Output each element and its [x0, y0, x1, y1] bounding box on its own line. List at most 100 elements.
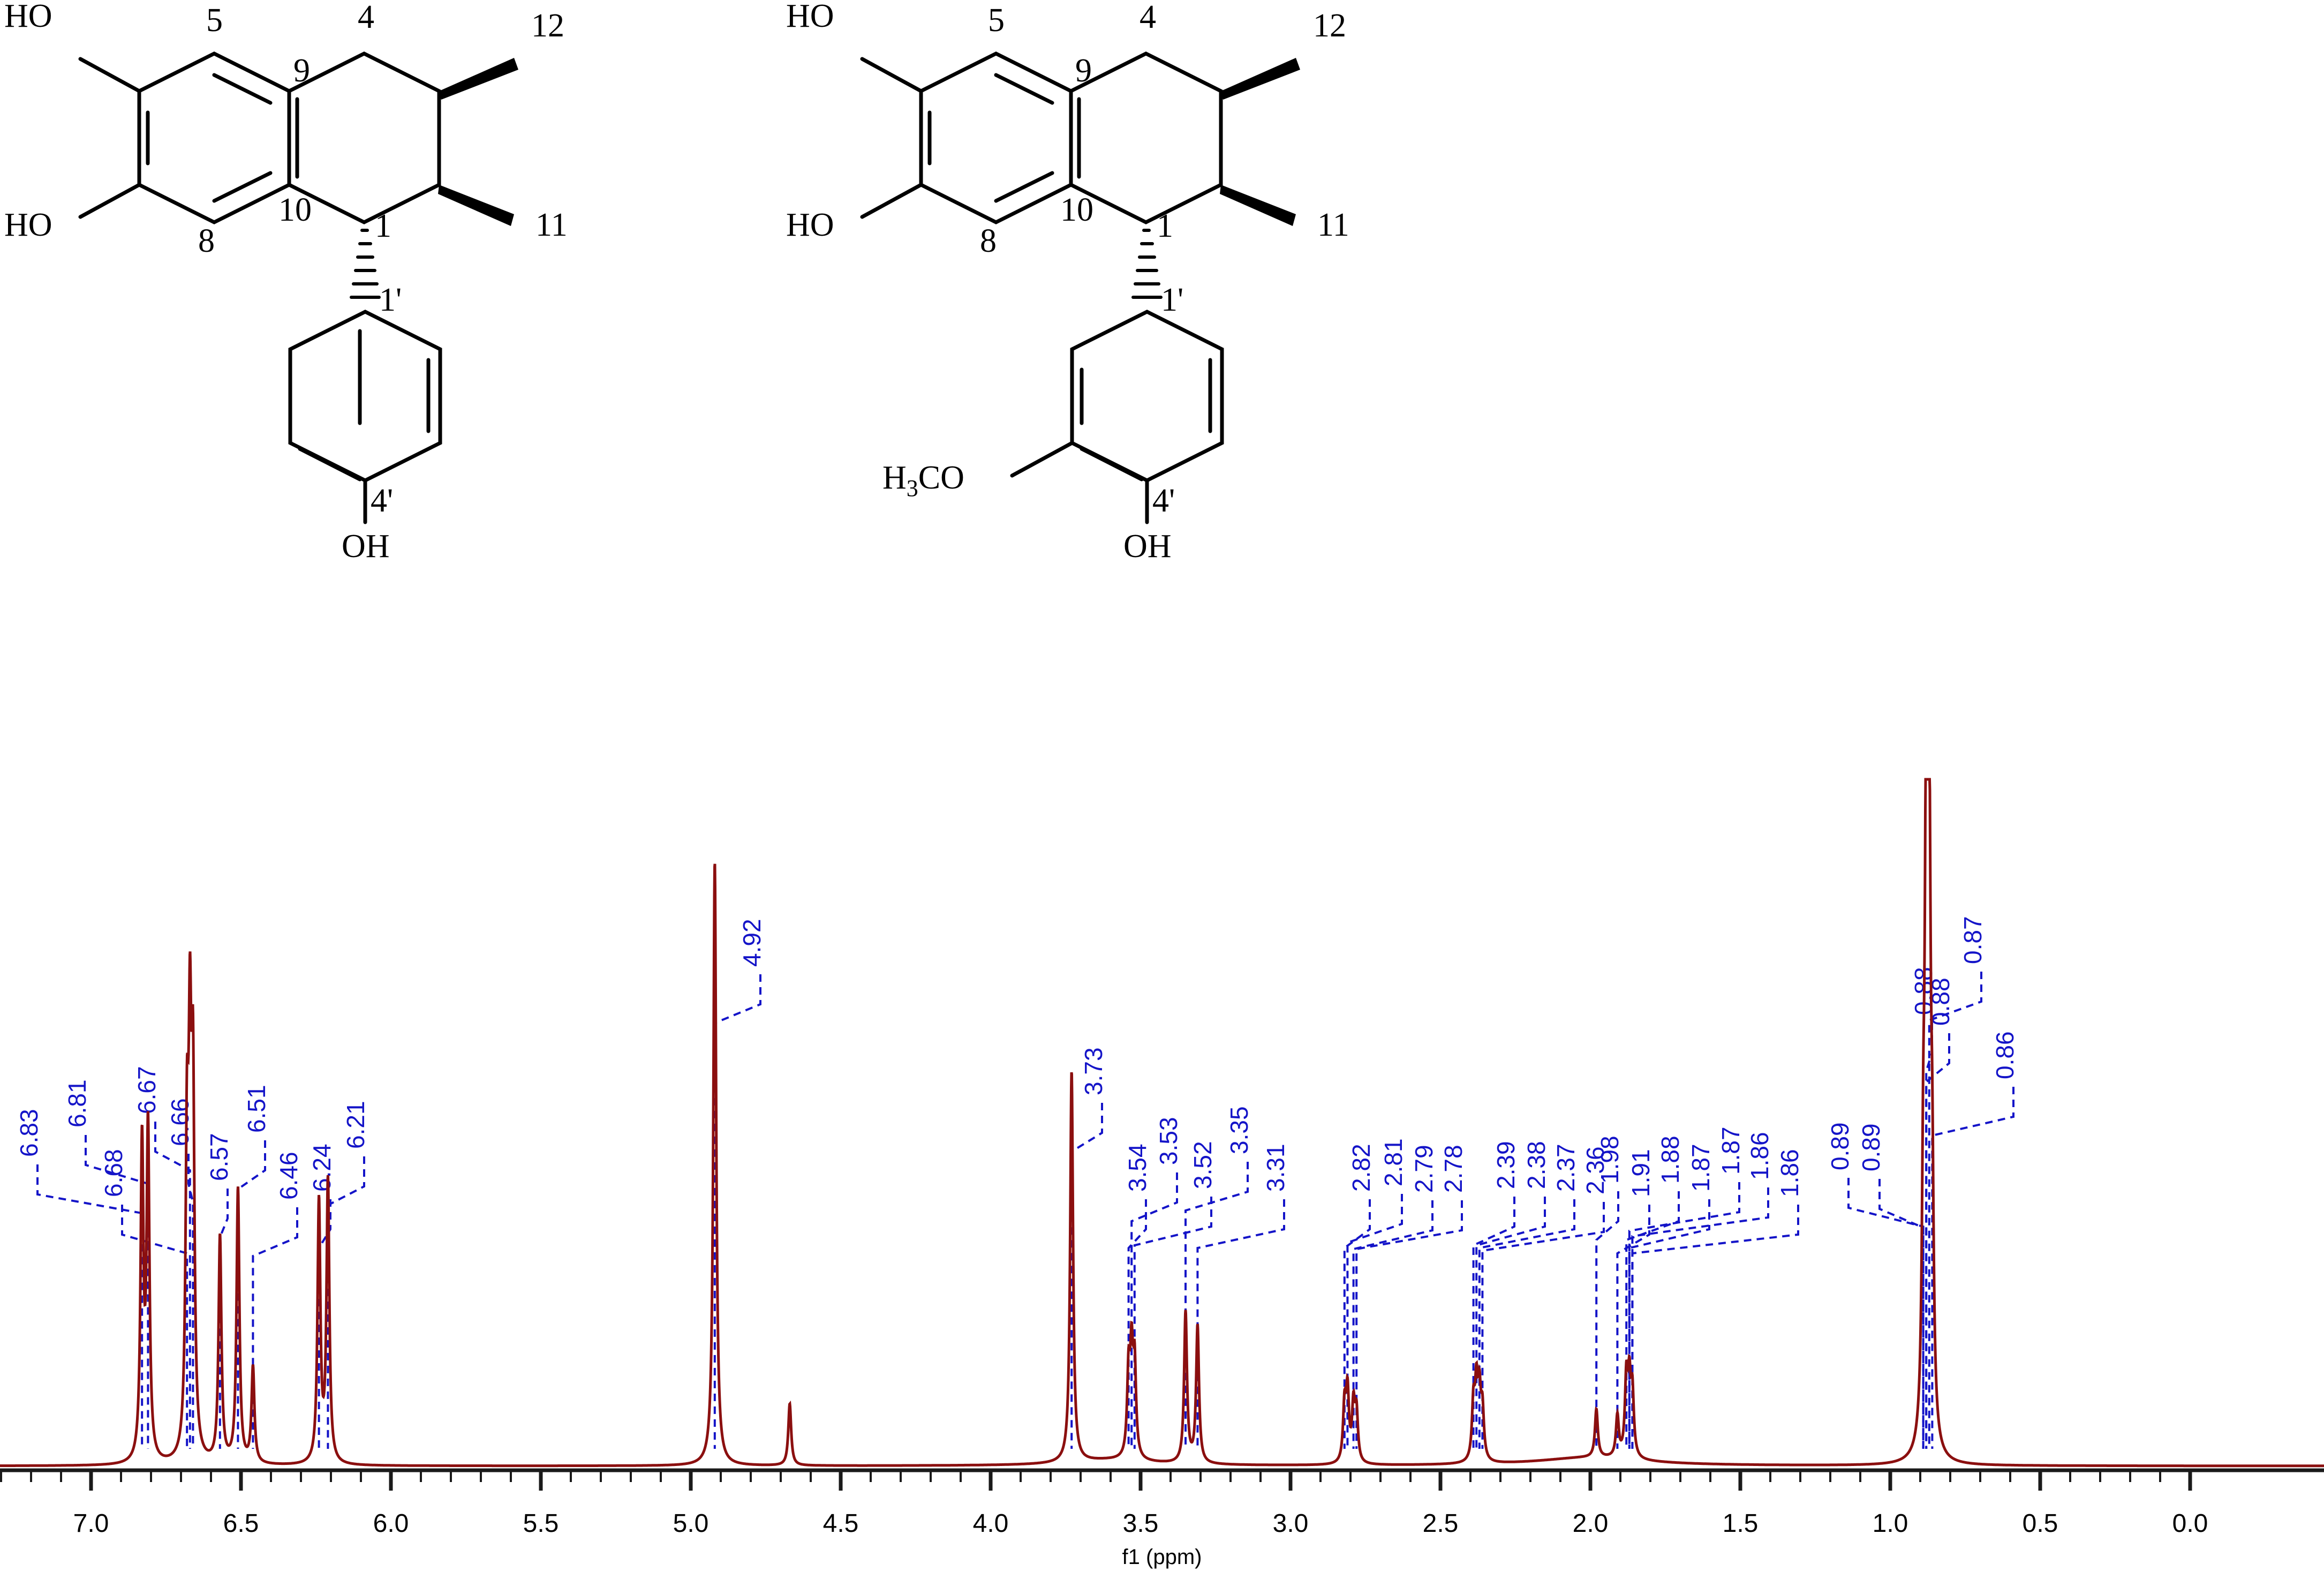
peak-label: 6.51: [237, 1085, 270, 1449]
peak-label-text: 1.98: [1596, 1136, 1624, 1184]
label-atom-1prime-2: 1': [1161, 282, 1183, 318]
peak-label-text: 3.35: [1225, 1106, 1253, 1154]
axis-tick-label: 5.5: [523, 1509, 559, 1538]
label-atom-4-2: 4: [1140, 0, 1156, 35]
peak-leader-line: [318, 1199, 331, 1449]
label-atom-8: 8: [198, 223, 215, 259]
peak-leader-line: [1628, 1199, 1710, 1449]
peak-leader-line: [1481, 1202, 1605, 1449]
peak-label: 6.46: [252, 1152, 303, 1449]
peak-leader-line: [1878, 1179, 1925, 1449]
peak-label: 1.91: [1616, 1149, 1655, 1449]
peak-label-text: 6.83: [15, 1109, 43, 1157]
peak-label: 6.81: [63, 1079, 149, 1449]
peak-leader-line: [1346, 1194, 1403, 1449]
peak-leader-line: [252, 1207, 298, 1449]
label-atom-1: 1: [375, 208, 391, 244]
axis-tick-label: 4.0: [973, 1509, 1009, 1538]
peak-label: 6.83: [15, 1109, 144, 1449]
peak-label-text: 6.51: [243, 1085, 270, 1133]
peak-label: 4.92: [713, 919, 766, 1449]
peak-leader-line: [1475, 1197, 1546, 1449]
peak-label: 1.87: [1628, 1126, 1745, 1449]
peak-label-text: 6.21: [342, 1101, 369, 1149]
peak-label: 0.87: [1928, 916, 1987, 1449]
peak-label-text: 2.39: [1492, 1141, 1520, 1189]
label-atom-5: 5: [206, 2, 223, 39]
axis-tick-label: 1.5: [1723, 1509, 1759, 1538]
label-atom-10-2: 10: [1060, 192, 1093, 228]
label-atom-5-2: 5: [988, 2, 1005, 39]
peak-label-text: 6.66: [166, 1098, 194, 1146]
label-atom-10: 10: [278, 192, 312, 228]
peak-leader-line: [327, 1156, 365, 1449]
peak-label: 2.81: [1346, 1138, 1407, 1449]
peak-leader-line: [1184, 1162, 1249, 1449]
label-atom-11-2: 11: [1317, 207, 1349, 243]
peak-label-text: 6.57: [205, 1133, 233, 1181]
peak-label-text: 1.87: [1717, 1126, 1745, 1175]
peak-label-text: 6.24: [308, 1144, 336, 1192]
peak-label: 0.86: [1931, 1031, 2019, 1449]
peak-leader-line: [85, 1135, 149, 1449]
label-atom-9: 9: [293, 52, 310, 89]
peak-label-text: 3.52: [1189, 1141, 1217, 1189]
x-axis: 7.0 6.5 6.0 5.5 5.0 4.5 4.0 3.5 3.0 2.5 2.0 1.5 1.0 0…: [0, 1468, 2324, 1538]
peak-label-text: 1.87: [1687, 1144, 1715, 1192]
axis-tick-label: 2.0: [1573, 1509, 1609, 1538]
label-atom-4: 4: [358, 0, 374, 35]
peak-leader-line: [1343, 1199, 1371, 1449]
peak-label-text: 3.73: [1080, 1047, 1107, 1095]
peak-label-text: 2.82: [1347, 1144, 1375, 1192]
peak-leader-line: [1478, 1199, 1575, 1449]
peak-label-text: 2.36: [1581, 1146, 1609, 1194]
peak-label-text: 2.38: [1522, 1141, 1550, 1189]
peak-label: 2.37: [1478, 1144, 1580, 1449]
peak-label: 3.35: [1184, 1106, 1253, 1449]
label-HO-top: HO: [4, 0, 52, 34]
axis-tick-label: 3.0: [1273, 1509, 1309, 1538]
peak-leader-line: [154, 1122, 191, 1449]
peak-label: 0.89: [1826, 1122, 1925, 1449]
peak-leader-line: [713, 974, 761, 1449]
axis-tick-label: 0.0: [2172, 1509, 2208, 1538]
peak-label: 6.24: [308, 1144, 336, 1449]
peak-leader-line: [1631, 1205, 1799, 1449]
peak-label-text: 0.86: [1991, 1031, 2019, 1079]
peak-label: 1.88: [1625, 1136, 1684, 1449]
peak-label: 2.38: [1475, 1141, 1550, 1449]
peak-leader-line: [1628, 1182, 1740, 1449]
label-HO-bottom-2: HO: [786, 207, 834, 243]
peak-label-text: 6.68: [100, 1149, 127, 1197]
peak-label-text: 0.89: [1826, 1122, 1854, 1170]
peak-label: 6.68: [100, 1149, 188, 1449]
peak-leader-line: [1925, 1033, 1950, 1449]
structure-diagram-1: HO HO 5 4 12 9 10 1 11 8 1' 4' OH: [0, 0, 616, 659]
peak-leader-line: [121, 1205, 188, 1449]
axis-tick-label: 2.5: [1423, 1509, 1459, 1538]
label-atom-11: 11: [535, 207, 568, 243]
peak-label: 2.79: [1352, 1145, 1438, 1449]
axis-tick-label: 6.5: [223, 1509, 259, 1538]
peak-leader-line: [1196, 1199, 1285, 1449]
peak-label-text: 6.67: [133, 1066, 161, 1114]
peak-leader-line: [1595, 1191, 1619, 1449]
peak-label: 0.88: [1925, 978, 1955, 1449]
spectrum-trace: [0, 778, 2324, 1468]
peak-label-text: 1.91: [1627, 1149, 1655, 1197]
peak-label: 6.57: [205, 1133, 233, 1449]
peak-label: 6.67: [133, 1066, 191, 1449]
peak-label-text: 0.87: [1959, 916, 1987, 964]
peak-label-text: 1.86: [1746, 1132, 1774, 1180]
peak-label: 3.73: [1070, 1047, 1107, 1449]
peak-label-text: 2.78: [1439, 1145, 1467, 1193]
peak-leader-line: [1472, 1197, 1515, 1449]
label-atom-9-2: 9: [1075, 52, 1092, 89]
axis-tick-label: 7.0: [73, 1509, 109, 1538]
structure-diagram-2: HO HO 5 4 12 9 10 1 11 8 1' 4' OH H3CO: [744, 0, 1403, 659]
peak-label-text: 6.81: [63, 1079, 91, 1127]
peak-leader-line: [1847, 1178, 1925, 1449]
peak-label: 3.52: [1133, 1141, 1217, 1449]
peak-label-text: 2.81: [1379, 1138, 1407, 1186]
axis-tick-label: 3.5: [1123, 1509, 1159, 1538]
